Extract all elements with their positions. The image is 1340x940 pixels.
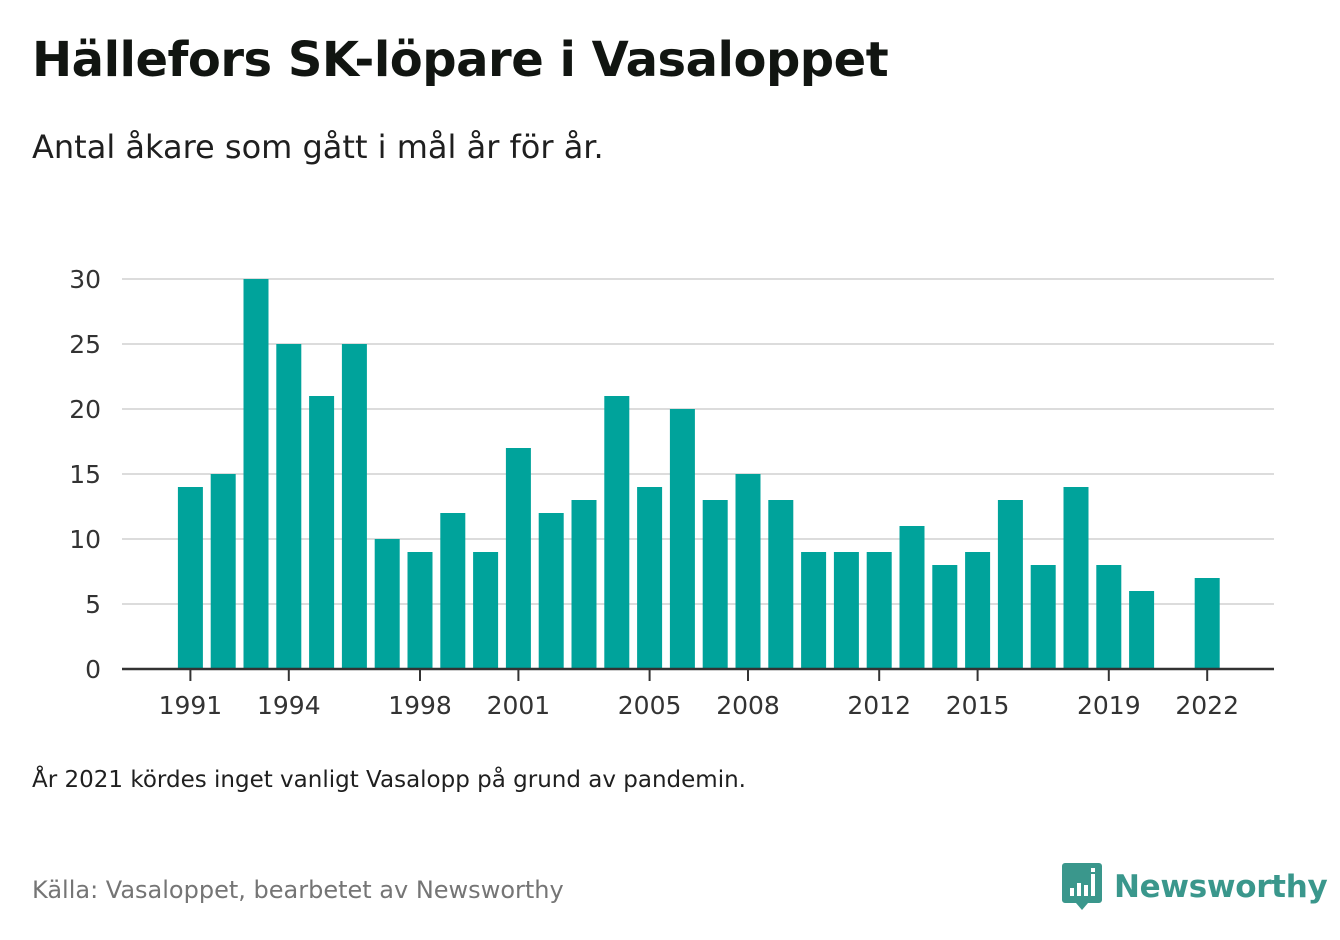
bar-1992 <box>210 474 236 669</box>
x-tick-label: 1991 <box>159 691 223 720</box>
newsworthy-logo: Newsworthy <box>1062 862 1328 912</box>
bar-1994 <box>276 344 302 669</box>
bar-2001 <box>505 448 531 669</box>
bar-2007 <box>702 500 728 669</box>
y-tick-label: 15 <box>69 460 101 489</box>
bar-1997 <box>374 539 400 669</box>
bar-2018 <box>1063 487 1089 669</box>
bar-2017 <box>1030 565 1056 669</box>
x-axis-tick-labels: 1991 1994 1998 2001 2005 2008 2012 2015 2019 2022 <box>159 691 1239 720</box>
bar-2014 <box>932 565 958 669</box>
bar-2015 <box>965 552 991 669</box>
bar-2013 <box>899 526 925 669</box>
bar-1996 <box>341 344 367 669</box>
x-tick-label: 2015 <box>946 691 1010 720</box>
bar-2009 <box>768 500 794 669</box>
y-tick-label: 5 <box>85 590 101 619</box>
bar-2003 <box>571 500 597 669</box>
bar-2005 <box>637 487 663 669</box>
x-tick-label: 1998 <box>388 691 452 720</box>
x-axis <box>122 667 1274 681</box>
y-tick-label: 25 <box>69 330 101 359</box>
y-tick-label: 10 <box>69 525 101 554</box>
bar-1991 <box>177 487 203 669</box>
y-axis-tick-labels: 0 5 10 15 20 25 30 <box>69 265 101 684</box>
bars <box>177 279 1220 669</box>
bar-2004 <box>604 396 630 669</box>
bar-2010 <box>801 552 827 669</box>
x-tick-label: 2019 <box>1077 691 1141 720</box>
bar-1993 <box>243 279 269 669</box>
x-tick-label: 2008 <box>716 691 780 720</box>
y-tick-label: 30 <box>69 265 101 294</box>
bar-chart: 0 5 10 15 20 25 30 1991 1994 1998 2001 2005 2008 201… <box>69 265 1274 720</box>
bar-1998 <box>407 552 433 669</box>
source-credit: Källa: Vasaloppet, bearbetet av Newswort… <box>32 876 564 904</box>
bar-2006 <box>669 409 695 669</box>
x-tick-label: 2005 <box>618 691 682 720</box>
bar-2008 <box>735 474 761 669</box>
x-tick-label: 2001 <box>487 691 551 720</box>
x-tick-label: 1994 <box>257 691 321 720</box>
y-tick-label: 0 <box>85 655 101 684</box>
bar-2002 <box>538 513 564 669</box>
bar-2016 <box>997 500 1023 669</box>
x-tick-label: 2022 <box>1175 691 1239 720</box>
bar-2019 <box>1096 565 1122 669</box>
bar-2020 <box>1129 591 1155 669</box>
bar-2012 <box>866 552 892 669</box>
bar-2000 <box>473 552 499 669</box>
bar-2022 <box>1194 578 1220 669</box>
chart-note: År 2021 kördes inget vanligt Vasalopp på… <box>32 767 746 793</box>
y-tick-label: 20 <box>69 395 101 424</box>
chart-subtitle: Antal åkare som gått i mål år för år. <box>32 128 604 166</box>
newsworthy-logo-icon <box>1062 863 1102 910</box>
bar-2011 <box>833 552 859 669</box>
logo-text: Newsworthy <box>1114 869 1328 905</box>
chart-title: Hällefors SK-löpare i Vasaloppet <box>32 32 889 88</box>
x-tick-label: 2012 <box>847 691 911 720</box>
bar-1995 <box>309 396 335 669</box>
bar-1999 <box>440 513 466 669</box>
